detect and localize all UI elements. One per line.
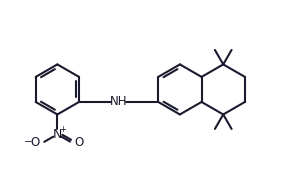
Text: −: −: [24, 137, 33, 147]
Text: N: N: [53, 128, 62, 141]
Text: NH: NH: [110, 95, 127, 108]
Text: O: O: [74, 136, 83, 149]
Text: O: O: [31, 136, 40, 149]
Text: +: +: [59, 124, 66, 134]
